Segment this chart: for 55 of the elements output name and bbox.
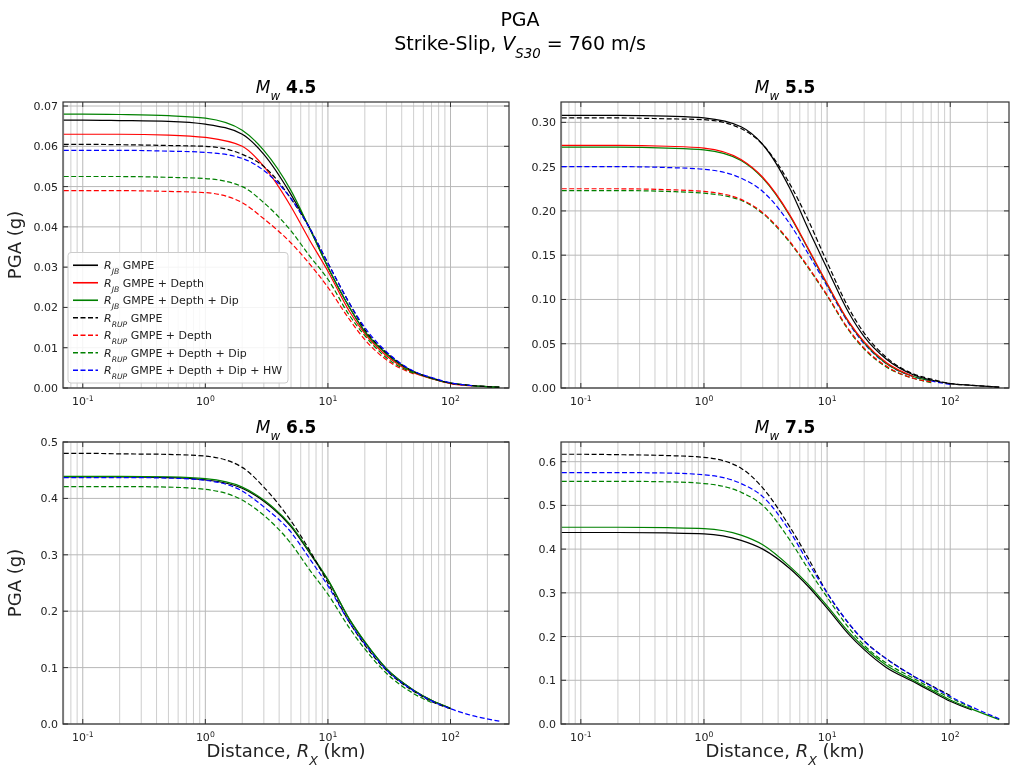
y-tick-label: 0.30 <box>531 116 556 130</box>
legend-label: R$_{RUP}$ GMPE + Depth <box>104 329 213 346</box>
x-tick-label: 10$^{1}$ <box>318 393 338 408</box>
y-tick-label: 0.2 <box>40 605 58 619</box>
x-tick-label: 10$^{1}$ <box>817 393 837 408</box>
y-tick-label: 0.1 <box>40 661 58 675</box>
y-axis-title: PGA (g) <box>4 548 25 618</box>
legend-label: R$_{JB}$ GMPE <box>104 259 155 276</box>
text: PGA <box>500 8 540 30</box>
y-tick-label: 0.2 <box>538 630 556 644</box>
y-tick-label: 0.1 <box>538 674 556 688</box>
x-tick-label: 10$^{-1}$ <box>570 729 592 744</box>
y-tick-label: 0.0 <box>40 718 58 731</box>
x-tick-label: 10$^{-1}$ <box>71 729 94 744</box>
text: Strike-Slip, V$_{S30}$ = 760 m/s <box>394 32 646 61</box>
y-tick-label: 0.3 <box>40 548 58 562</box>
y-tick-label: 0.02 <box>33 301 58 315</box>
y-tick-label: 0.03 <box>33 261 58 275</box>
y-tick-label: 0.15 <box>531 249 556 263</box>
legend-label: R$_{JB}$ GMPE + Depth + Dip <box>104 294 239 311</box>
y-tick-label: 0.20 <box>531 204 556 218</box>
y-tick-label: 0.6 <box>538 455 556 469</box>
legend-label: R$_{RUP}$ GMPE <box>104 311 163 329</box>
y-tick-label: 0.3 <box>538 586 556 600</box>
y-tick-label: 0.07 <box>33 100 58 114</box>
y-axis-title: PGA (g) <box>4 210 25 280</box>
y-tick-label: 0.04 <box>33 220 58 234</box>
y-tick-label: 0.10 <box>531 293 556 307</box>
y-tick-label: 0.5 <box>40 436 58 449</box>
y-tick-label: 0.05 <box>531 337 556 351</box>
y-tick-label: 0.4 <box>538 543 556 557</box>
chart-title: M$_{w}$ 6.5 <box>255 417 317 443</box>
x-tick-label: 10$^{2}$ <box>940 393 960 408</box>
legend-label: R$_{JB}$ GMPE + Depth <box>104 276 205 294</box>
legend-label: R$_{RUP}$ GMPE + Depth + Dip <box>104 346 247 364</box>
y-tick-label: 0.06 <box>33 140 58 154</box>
legend-label: R$_{RUP}$ GMPE + Depth + Dip + HW <box>104 364 283 381</box>
x-tick-label: 10$^{-1}$ <box>71 393 94 408</box>
y-tick-label: 0.00 <box>33 382 58 395</box>
y-tick-label: 0.5 <box>538 499 556 513</box>
y-tick-label: 0.25 <box>531 160 556 174</box>
x-tick-label: 10$^{2}$ <box>441 729 461 744</box>
x-tick-label: 10$^{-1}$ <box>570 393 592 408</box>
x-tick-label: 10$^{0}$ <box>195 393 215 408</box>
y-tick-label: 0.4 <box>40 492 58 506</box>
y-tick-label: 0.0 <box>538 718 556 731</box>
y-tick-label: 0.01 <box>33 341 58 355</box>
x-tick-label: 10$^{0}$ <box>694 393 714 408</box>
y-tick-label: 0.05 <box>33 180 58 194</box>
y-tick-label: 0.00 <box>531 382 556 395</box>
chart-title: M$_{w}$ 4.5 <box>255 77 317 103</box>
chart-title: M$_{w}$ 7.5 <box>754 417 816 443</box>
chart-title: M$_{w}$ 5.5 <box>754 77 816 103</box>
x-tick-label: 10$^{2}$ <box>441 393 461 408</box>
x-tick-label: 10$^{2}$ <box>940 729 960 744</box>
